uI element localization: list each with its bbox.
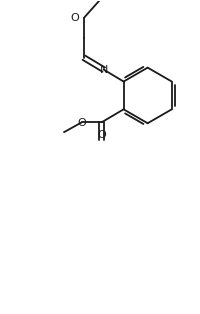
Text: O: O — [70, 13, 79, 23]
Text: N: N — [100, 65, 108, 75]
Text: O: O — [97, 130, 106, 140]
Text: O: O — [78, 118, 86, 128]
